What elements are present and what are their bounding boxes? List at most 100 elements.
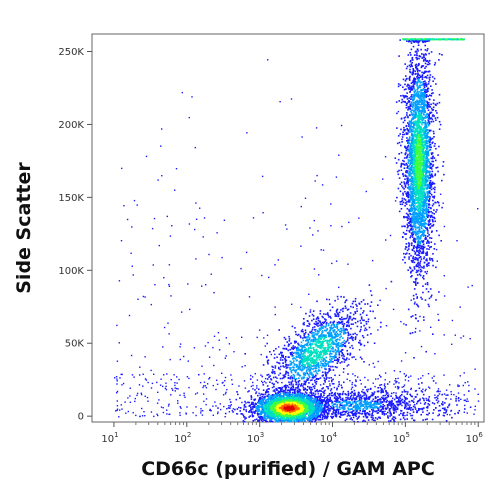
event-dot: [403, 198, 406, 200]
event-dot: [367, 419, 370, 421]
event-dot: [431, 137, 434, 140]
event-dot: [341, 323, 344, 325]
event-dot: [328, 392, 331, 395]
event-dot: [382, 403, 384, 406]
event-dot: [334, 374, 336, 377]
event-dot: [350, 336, 352, 339]
event-dot: [422, 419, 424, 421]
event-dot: [289, 352, 292, 354]
event-dot: [203, 373, 205, 375]
event-dot: [407, 187, 409, 189]
event-dot: [303, 358, 306, 361]
event-dot: [315, 372, 318, 374]
event-dot: [252, 381, 254, 384]
event-dot: [312, 392, 315, 394]
event-dot: [367, 379, 369, 381]
event-dot: [287, 349, 290, 352]
event-dot: [236, 413, 238, 415]
event-dot: [305, 349, 307, 352]
event-dot: [335, 396, 338, 398]
event-dot: [443, 414, 445, 417]
event-dot: [346, 365, 348, 367]
event-dot: [419, 173, 422, 175]
event-dot: [410, 94, 413, 96]
event-dot: [369, 414, 371, 416]
event-dot: [306, 360, 309, 362]
scatter-points: [114, 38, 480, 423]
event-dot: [413, 225, 416, 228]
event-dot: [395, 382, 397, 384]
event-dot: [185, 413, 187, 415]
event-dot: [414, 233, 417, 235]
event-dot: [314, 180, 316, 182]
event-dot: [387, 394, 390, 396]
event-dot: [339, 416, 342, 418]
event-dot: [202, 410, 204, 412]
event-dot: [147, 381, 149, 384]
event-dot: [351, 386, 354, 389]
event-dot: [431, 183, 434, 185]
event-dot: [241, 366, 243, 368]
event-dot: [408, 97, 411, 99]
event-dot: [344, 305, 347, 307]
event-dot: [180, 407, 182, 409]
event-dot: [330, 325, 333, 327]
event-dot: [365, 323, 368, 325]
event-dot: [202, 386, 204, 389]
event-dot: [158, 244, 160, 247]
event-dot: [334, 412, 336, 415]
event-dot: [403, 133, 406, 136]
event-dot: [217, 332, 220, 334]
event-dot: [423, 399, 425, 402]
event-dot: [150, 303, 152, 306]
event-dot: [421, 99, 423, 101]
event-dot: [342, 341, 345, 344]
event-dot: [425, 125, 428, 127]
event-dot: [445, 397, 447, 400]
event-dot: [433, 115, 435, 117]
event-dot: [442, 414, 444, 417]
event-dot: [206, 383, 209, 385]
event-dot: [266, 385, 269, 387]
event-dot: [268, 376, 270, 378]
event-dot: [426, 89, 428, 91]
event-dot: [327, 346, 330, 348]
event-dot: [415, 178, 418, 180]
event-dot: [395, 401, 398, 403]
event-dot: [170, 295, 172, 297]
event-dot: [380, 390, 382, 392]
event-dot: [345, 307, 347, 309]
event-dot: [371, 412, 373, 415]
event-dot: [344, 359, 346, 361]
event-dot: [419, 224, 421, 226]
event-dot: [297, 372, 299, 375]
event-dot: [407, 181, 409, 183]
event-dot: [416, 393, 419, 396]
event-dot: [129, 401, 132, 403]
event-dot: [205, 387, 208, 389]
event-dot: [295, 366, 298, 368]
event-dot: [412, 405, 415, 408]
event-dot: [357, 421, 359, 423]
event-dot: [332, 383, 335, 385]
event-dot: [431, 182, 433, 185]
event-dot: [304, 333, 306, 335]
event-dot: [331, 342, 333, 344]
event-dot: [421, 65, 423, 67]
event-dot: [317, 317, 320, 320]
event-dot: [319, 350, 322, 353]
event-dot: [421, 78, 424, 81]
event-dot: [404, 63, 406, 65]
event-dot: [399, 84, 402, 86]
event-dot: [379, 386, 381, 389]
event-dot: [320, 345, 322, 347]
event-dot: [318, 359, 321, 361]
event-dot: [280, 365, 282, 368]
event-dot: [327, 371, 329, 374]
event-dot: [423, 257, 425, 260]
event-dot: [363, 419, 365, 422]
event-dot: [356, 310, 358, 312]
event-dot: [332, 348, 334, 350]
event-dot: [344, 330, 346, 332]
event-dot: [425, 149, 427, 152]
